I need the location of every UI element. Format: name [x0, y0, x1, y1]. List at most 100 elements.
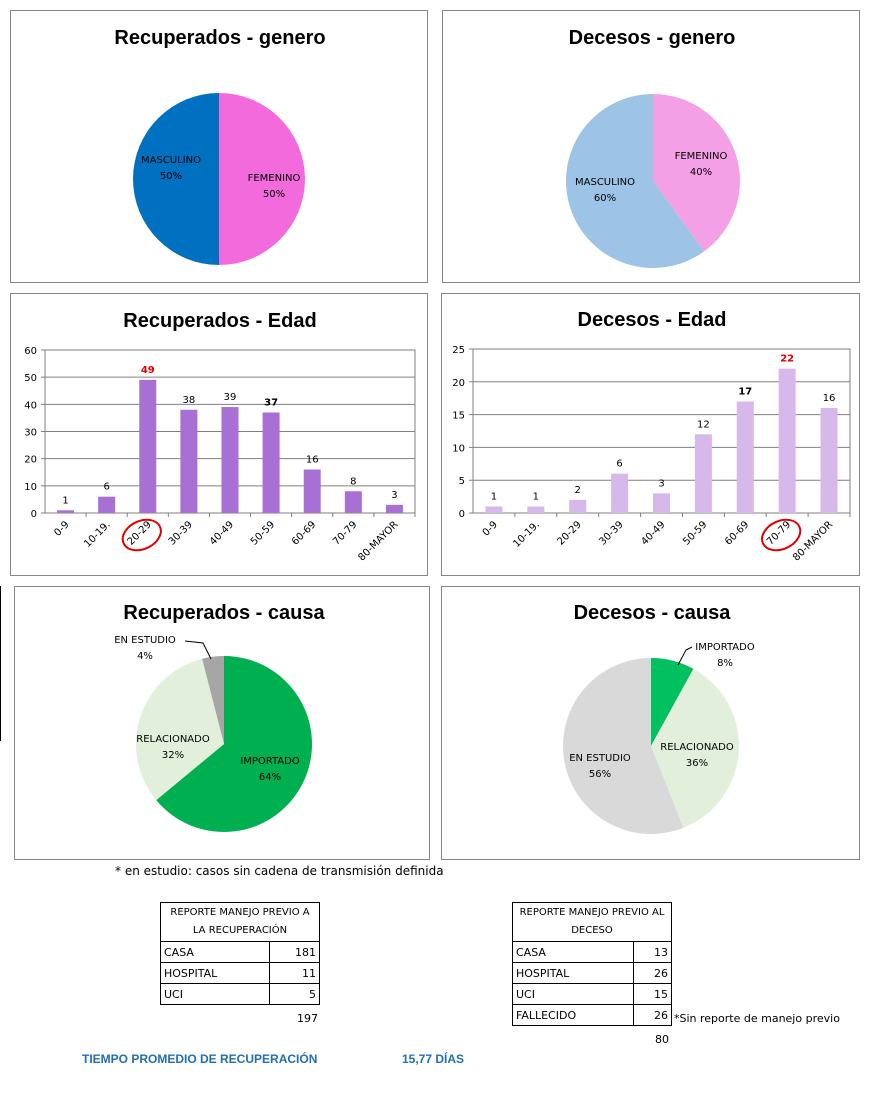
table-row: UCI 15 [511, 983, 672, 1005]
y-tick-label: 60 [24, 346, 37, 357]
data-label: 37 [264, 397, 278, 408]
bar [98, 496, 116, 513]
x-tick-label: 50-59 [681, 519, 709, 547]
pie-decesos-genero: Decesos - genero FEMENINO 40% MASCULINO 60% [566, 27, 740, 268]
y-tick-label: 25 [452, 345, 465, 356]
bar [344, 491, 362, 513]
bar [653, 493, 670, 513]
y-tick-label: 15 [452, 411, 465, 422]
y-tick-label: 20 [452, 378, 465, 389]
slice-label: RELACIONADO [136, 734, 210, 745]
tiempo-label: TIEMPO PROMEDIO DE RECUPERACIÓN [82, 1052, 318, 1066]
data-label: 2 [575, 485, 581, 496]
pie-slice-masculino [566, 94, 705, 268]
x-tick-label: 20-29 [556, 519, 584, 547]
slice-label: FEMENINO [248, 173, 301, 184]
chart-title: Decesos - causa [574, 602, 732, 624]
slice-percent: 64% [259, 772, 281, 783]
x-tick-label: 40-49 [208, 519, 236, 547]
x-tick-label: 80-MAYOR [356, 519, 400, 563]
x-tick-label: 0-9 [52, 519, 71, 538]
x-tick-label: 10-19. [82, 519, 113, 550]
bar [569, 499, 587, 513]
data-label: 39 [224, 392, 237, 403]
bar [262, 412, 280, 513]
slice-label: EN ESTUDIO [114, 635, 176, 646]
data-label: 3 [391, 490, 397, 501]
chart-title: Recuperados - Edad [123, 310, 316, 332]
bar [694, 434, 712, 513]
chart-recuperados-causa: Recuperados - causa IMPORTADO 64% RELACION… [14, 586, 430, 860]
bar-recuperados-edad: Recuperados - Edad 0 10 20 30 40 50 60 1 0-9 6 10-… [24, 310, 416, 563]
sin-reporte-note: *Sin reporte de manejo previo [674, 1012, 840, 1025]
divider-line [0, 586, 1, 741]
slice-label: MASCULINO [141, 155, 201, 166]
y-tick-label: 5 [459, 476, 465, 487]
highlight-circle [121, 518, 162, 552]
x-tick-label: 60-69 [723, 519, 751, 547]
x-tick-label: 30-39 [167, 519, 195, 547]
pie-decesos-causa: Decesos - causa IMPORTADO 8% RELACIONADO 36… [563, 602, 755, 834]
x-tick-label: 0-9 [481, 519, 500, 538]
bar [485, 506, 503, 513]
table-row: FALLECIDO 26 [511, 1004, 672, 1026]
slice-label: EN ESTUDIO [569, 753, 631, 764]
data-label: 8 [350, 476, 356, 487]
x-tick-label: 10-19. [511, 519, 542, 550]
slice-percent: 50% [160, 171, 182, 182]
data-label: 1 [491, 491, 497, 502]
data-label: 16 [823, 393, 836, 404]
slice-label: IMPORTADO [240, 756, 300, 767]
pie-slice-femenino [653, 94, 740, 252]
bar [778, 368, 796, 513]
highlight-circle [761, 518, 802, 552]
bar [611, 473, 629, 513]
data-label: 6 [103, 482, 109, 493]
chart-recuperados-edad: Recuperados - Edad 0 10 20 30 40 50 60 1 0-9 6 10-… [10, 293, 428, 576]
data-label: 16 [306, 455, 319, 466]
pie-slice-femenino [219, 93, 305, 265]
pie-slice-en-estudio [202, 656, 224, 744]
y-tick-label: 0 [31, 509, 37, 520]
y-tick-label: 50 [24, 373, 37, 384]
y-tick-label: 10 [24, 482, 37, 493]
y-tick-label: 30 [24, 428, 37, 439]
pie-slice-masculino [133, 93, 219, 265]
data-label: 3 [658, 478, 664, 489]
table-total: 80 [655, 1033, 669, 1046]
data-label: 17 [738, 386, 752, 397]
x-tick-label: 50-59 [249, 519, 277, 547]
leader-line [184, 640, 212, 660]
bar [139, 379, 157, 513]
slice-label: FEMENINO [675, 151, 728, 162]
pie-slice-relacionado [651, 668, 739, 828]
table-row: UCI 5 [160, 983, 321, 1005]
bar-decesos-edad: Decesos - Edad 0 5 10 15 20 25 1 0-9 1 10-19. 2 20-… [452, 309, 851, 563]
table-header: REPORTE MANEJO PREVIO A LA RECUPERACIÓN [160, 902, 320, 942]
bar [736, 401, 754, 513]
y-tick-label: 20 [24, 455, 37, 466]
x-tick-label: 80-MAYOR [791, 519, 835, 563]
y-tick-label: 0 [459, 509, 465, 520]
chart-title: Recuperados - causa [123, 602, 325, 624]
bar [820, 408, 838, 513]
leader-line [677, 646, 693, 666]
y-tick-label: 40 [24, 400, 37, 411]
x-tick-label: 20-29 [126, 519, 154, 547]
data-label: 38 [183, 395, 196, 406]
data-label: 49 [141, 365, 155, 376]
bar [527, 506, 545, 513]
chart-title: Recuperados - genero [114, 27, 325, 49]
slice-percent: 36% [686, 758, 708, 769]
table-row: CASA 181 [160, 941, 321, 963]
pie-slice-relacionado [136, 658, 224, 801]
x-tick-label: 60-69 [290, 519, 318, 547]
x-tick-label: 40-49 [639, 519, 667, 547]
data-label: 1 [533, 491, 539, 502]
table-row: HOSPITAL 11 [160, 962, 321, 984]
table-header: REPORTE MANEJO PREVIO AL DECESO [512, 902, 672, 942]
tiempo-value: 15,77 DÍAS [402, 1052, 465, 1066]
table-row: HOSPITAL 26 [511, 962, 672, 984]
slice-label: MASCULINO [575, 177, 635, 188]
pie-slice-en-estudio [563, 658, 684, 834]
